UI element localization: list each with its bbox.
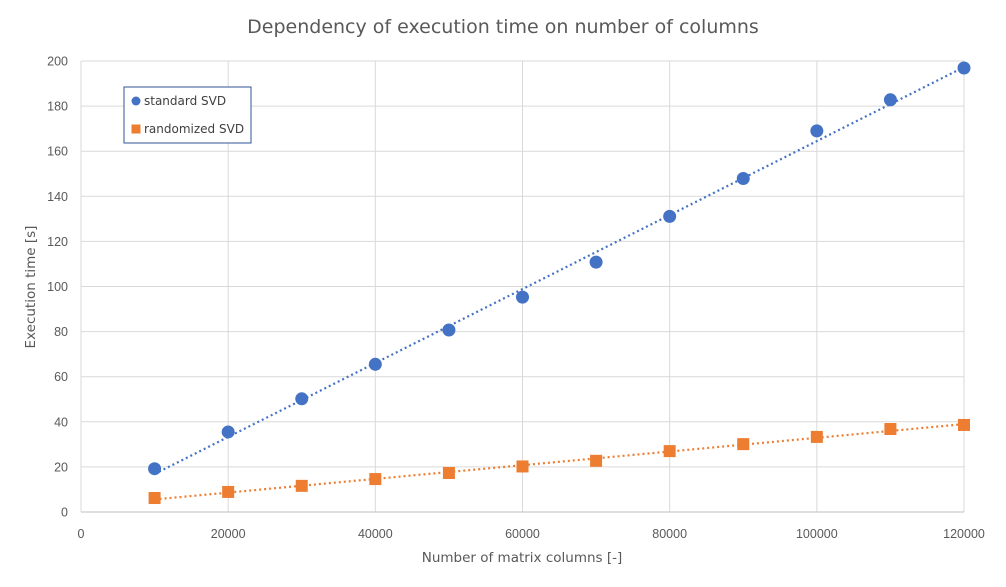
data-point-standard-svd xyxy=(883,93,897,107)
data-point-standard-svd xyxy=(516,290,529,304)
trendlines xyxy=(154,66,965,501)
data-point-randomized-svd xyxy=(958,418,970,431)
trendline-standard-svd xyxy=(154,66,965,475)
y-tick-labels: 0 20 40 60 80 100 120 140 160 180 200 xyxy=(47,55,68,520)
legend: standard SVD randomized SVD xyxy=(123,86,252,144)
x-tick-label: 120000 xyxy=(943,527,985,541)
data-point-standard-svd xyxy=(221,425,235,439)
x-tick-label: 0 xyxy=(78,527,85,541)
y-tick-label: 40 xyxy=(54,415,68,429)
data-point-randomized-svd xyxy=(442,466,455,479)
x-axis-label: Number of matrix columns [-] xyxy=(422,550,623,566)
data-point-standard-svd xyxy=(663,209,677,223)
y-tick-label: 20 xyxy=(54,460,68,474)
y-tick-label: 200 xyxy=(47,55,68,69)
x-tick-label: 100000 xyxy=(796,527,838,541)
y-tick-label: 80 xyxy=(54,325,68,339)
data-points xyxy=(148,61,971,505)
y-tick-label: 0 xyxy=(61,506,68,520)
y-tick-label: 120 xyxy=(47,235,68,249)
data-point-randomized-svd xyxy=(148,492,161,505)
data-point-randomized-svd xyxy=(590,454,603,467)
data-point-standard-svd xyxy=(957,61,971,75)
data-point-randomized-svd xyxy=(810,430,823,443)
data-point-standard-svd xyxy=(736,171,750,185)
data-point-randomized-svd xyxy=(737,438,750,451)
x-tick-labels: 0 20000 40000 60000 80000 100000 120000 xyxy=(78,527,985,541)
data-point-randomized-svd xyxy=(884,423,897,436)
y-tick-label: 180 xyxy=(47,100,68,114)
data-point-standard-svd xyxy=(442,323,456,337)
legend-box xyxy=(123,86,252,144)
chart-title: Dependency of execution time on number o… xyxy=(247,16,759,38)
legend-marker-randomized-svd xyxy=(131,124,141,134)
y-tick-label: 140 xyxy=(47,190,68,204)
data-point-randomized-svd xyxy=(369,473,382,486)
data-point-standard-svd xyxy=(589,255,603,269)
x-tick-label: 40000 xyxy=(358,527,393,541)
x-tick-label: 80000 xyxy=(652,527,687,541)
y-axis-label: Execution time [s] xyxy=(23,226,39,349)
y-tick-label: 100 xyxy=(47,280,68,294)
data-point-standard-svd xyxy=(295,392,309,406)
data-point-standard-svd xyxy=(148,462,162,476)
y-tick-label: 60 xyxy=(54,370,68,384)
data-point-randomized-svd xyxy=(222,485,235,498)
legend-label-randomized-svd: randomized SVD xyxy=(144,122,244,136)
legend-label-standard-svd: standard SVD xyxy=(144,94,226,108)
trendline-randomized-svd xyxy=(154,423,965,501)
axes xyxy=(80,61,964,513)
data-point-randomized-svd xyxy=(516,460,529,473)
data-point-randomized-svd xyxy=(663,445,676,458)
data-point-standard-svd xyxy=(368,357,382,371)
x-tick-label: 60000 xyxy=(505,527,540,541)
x-tick-label: 20000 xyxy=(211,527,246,541)
y-tick-label: 160 xyxy=(47,145,68,159)
data-point-standard-svd xyxy=(810,124,824,138)
legend-marker-standard-svd xyxy=(131,96,141,106)
data-point-randomized-svd xyxy=(295,479,308,492)
